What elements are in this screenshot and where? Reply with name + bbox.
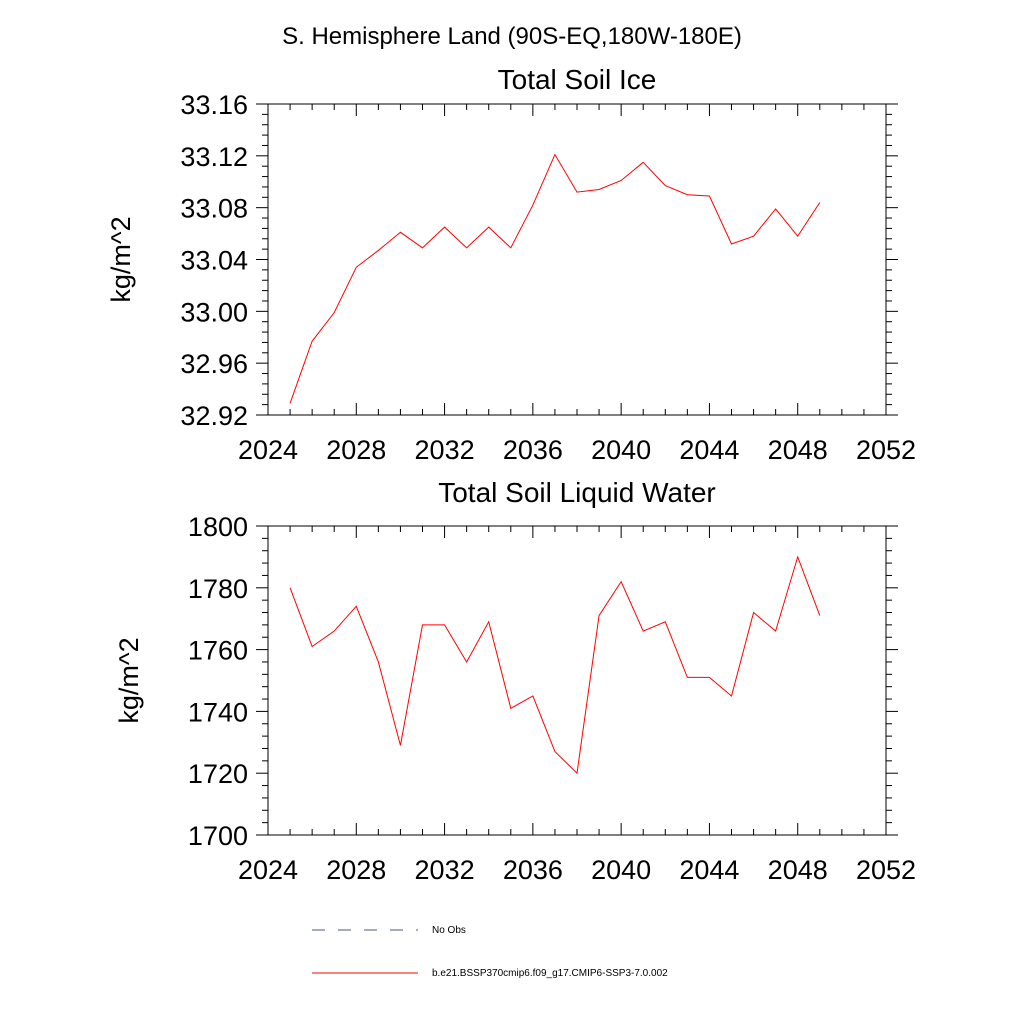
data-point [797,556,798,557]
data-point [709,677,710,678]
x-tick-label: 2044 [679,855,739,885]
data-point [356,267,357,268]
x-tick-label: 2036 [503,855,563,885]
x-tick-label: 2024 [238,435,298,465]
data-point [753,236,754,237]
y-axis-label: kg/m^2 [106,216,136,302]
panel-total-soil-ice: Total Soil Ice kg/m^2 2024 2028 2032 2036 2040… [106,64,916,465]
data-point [510,247,511,248]
data-point [819,202,820,203]
data-point [665,621,666,622]
data-point [797,236,798,237]
x-tick-label: 2044 [679,435,739,465]
data-point [554,751,555,752]
x-tick-label: 2048 [768,435,828,465]
legend-label-model: b.e21.BSSP370cmip6.f09_g17.CMIP6-SSP3-7.… [432,968,668,979]
x-tick-label: 2032 [415,435,475,465]
legend-label-no-obs: No Obs [432,925,466,936]
data-point [466,247,467,248]
y-tick-label: 33.04 [180,246,248,276]
data-point [731,243,732,244]
data-point [665,185,666,186]
data-point [709,195,710,196]
data-point [643,162,644,163]
data-point [643,630,644,631]
data-point [598,615,599,616]
y-tick-label: 33.08 [180,194,248,224]
data-point [488,621,489,622]
y-tick-label: 1740 [188,697,248,727]
x-tick-label: 2036 [503,435,563,465]
x-tick-label: 2052 [856,435,916,465]
data-point [576,773,577,774]
data-point [775,630,776,631]
data-point [819,615,820,616]
data-point [488,227,489,228]
data-point [621,581,622,582]
data-point [687,677,688,678]
x-tick-label: 2048 [768,855,828,885]
series-line-0 [289,555,821,775]
data-point [356,606,357,607]
data-point [422,247,423,248]
y-tick-label: 33.00 [180,297,248,327]
data-point [687,194,688,195]
x-tick-label: 2052 [856,855,916,885]
panel-title: Total Soil Liquid Water [438,477,716,508]
figure-main-title: S. Hemisphere Land (90S-EQ,180W-180E) [282,23,742,50]
data-point [466,661,467,662]
data-point [378,250,379,251]
y-tick-label: 33.12 [180,142,248,172]
data-point [400,745,401,746]
y-tick-label: 1760 [188,636,248,666]
data-point [444,227,445,228]
data-point [312,646,313,647]
x-tick-label: 2024 [238,855,298,885]
data-point [334,312,335,313]
data-point [775,208,776,209]
data-point [731,695,732,696]
data-point [289,403,290,404]
x-tick-label: 2040 [591,435,651,465]
data-point [510,708,511,709]
data-point [576,192,577,193]
y-tick-label: 33.16 [180,90,248,120]
plot-frame [267,103,887,416]
data-point [598,189,599,190]
y-tick-label: 32.92 [180,401,248,431]
data-point [422,624,423,625]
y-tick-label: 1700 [188,821,248,851]
data-point [554,154,555,155]
x-tick-label: 2040 [591,855,651,885]
data-point [621,180,622,181]
y-axis-label: kg/m^2 [114,637,144,723]
y-tick-label: 1780 [188,574,248,604]
data-point [444,624,445,625]
data-point [532,204,533,205]
data-point [334,630,335,631]
series-line-0 [289,153,821,404]
data-point [753,612,754,613]
y-tick-label: 1720 [188,759,248,789]
x-tick-label: 2032 [415,855,475,885]
legend: No Obs b.e21.BSSP370cmip6.f09_g17.CMIP6-… [312,925,668,979]
panel-title: Total Soil Ice [498,64,657,95]
y-tick-label: 1800 [188,512,248,542]
data-point [312,341,313,342]
x-tick-label: 2028 [326,435,386,465]
data-point [378,661,379,662]
data-point [532,695,533,696]
data-point [400,232,401,233]
y-tick-label: 32.96 [180,349,248,379]
data-point [289,587,290,588]
panel-total-soil-liquid-water: Total Soil Liquid Water kg/m^2 2024 2028 203… [114,477,916,885]
x-tick-label: 2028 [326,855,386,885]
